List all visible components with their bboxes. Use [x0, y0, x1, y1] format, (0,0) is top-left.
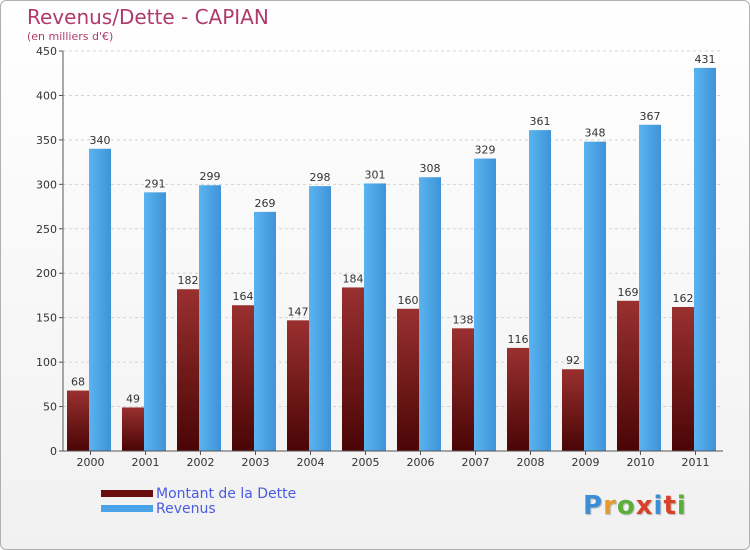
bar-revenus-value-label: 367 [640, 110, 661, 123]
bar-revenus-value-label: 291 [145, 177, 166, 190]
x-tick-label: 2001 [132, 456, 160, 469]
bar-debt [397, 308, 419, 451]
bar-debt-value-label: 164 [233, 290, 254, 303]
x-tick-label: 2008 [517, 456, 545, 469]
bar-revenus [309, 186, 331, 451]
chart-title: Revenus/Dette - CAPIAN [27, 5, 269, 29]
legend-swatch-revenus [101, 505, 153, 512]
x-tick-label: 2000 [77, 456, 105, 469]
bar-revenus [419, 177, 441, 451]
bar-debt [672, 307, 694, 451]
legend-swatch-debt [101, 490, 153, 497]
logo-letter: t [663, 491, 677, 521]
logo-letter: i [676, 491, 687, 521]
bar-debt [507, 347, 529, 451]
legend-label-debt: Montant de la Dette [156, 486, 297, 502]
bar-debt-value-label: 116 [508, 333, 529, 346]
axis-layer: 0 50 100 150 200 250 300 350 400 450 2000 2001 2002 2… [36, 45, 723, 469]
bar-revenus [639, 124, 661, 452]
bar-debt-value-label: 182 [178, 274, 199, 287]
bar-debt [342, 287, 364, 451]
y-tick-label: 450 [36, 45, 57, 58]
x-tick-label: 2006 [407, 456, 435, 469]
logo-letter: x [635, 491, 654, 521]
bar-revenus-value-label: 301 [365, 168, 386, 181]
bar-revenus [254, 211, 276, 451]
bars-layer [67, 67, 716, 452]
bar-revenus [144, 192, 166, 452]
x-tick-label: 2007 [462, 456, 490, 469]
bar-debt-value-label: 92 [566, 354, 580, 367]
bar-debt [287, 320, 309, 451]
x-tick-label: 2011 [682, 456, 710, 469]
proxiti-logo: Proxiti [583, 491, 687, 521]
y-tick-label: 400 [36, 89, 57, 102]
bar-revenus-value-label: 329 [475, 144, 496, 157]
bar-debt-value-label: 169 [618, 286, 639, 299]
bar-debt-value-label: 162 [673, 292, 694, 305]
bar-debt [452, 328, 474, 451]
x-tick-label: 2002 [187, 456, 215, 469]
y-tick-label: 0 [50, 445, 57, 458]
bar-revenus-value-label: 348 [585, 127, 606, 140]
bar-revenus [694, 67, 716, 451]
x-tick-label: 2009 [572, 456, 600, 469]
x-tick-label: 2005 [352, 456, 380, 469]
bar-revenus-value-label: 361 [530, 115, 551, 128]
grid-layer [63, 50, 723, 408]
bar-revenus-value-label: 308 [420, 162, 441, 175]
logo-letter: r [603, 491, 617, 521]
bar-revenus [474, 158, 496, 452]
y-tick-label: 300 [36, 178, 57, 191]
bar-debt [562, 369, 584, 451]
logo-letter: o [616, 491, 636, 521]
y-tick-label: 100 [36, 356, 57, 369]
logo-letter: i [653, 491, 664, 521]
bar-revenus [89, 148, 111, 451]
bar-debt-value-label: 184 [343, 272, 364, 285]
bar-revenus [584, 141, 606, 451]
chart-subtitle: (en milliers d'€) [27, 30, 114, 43]
y-tick-label: 350 [36, 134, 57, 147]
bar-revenus-value-label: 431 [695, 53, 716, 66]
y-tick-label: 250 [36, 223, 57, 236]
bar-revenus [529, 130, 551, 451]
bar-revenus-value-label: 298 [310, 171, 331, 184]
bar-debt [122, 407, 144, 451]
bar-debt-value-label: 68 [71, 376, 85, 389]
y-tick-label: 150 [36, 312, 57, 325]
logo-letter: P [583, 491, 604, 521]
bar-revenus-value-label: 299 [200, 170, 221, 183]
bar-debt [177, 289, 199, 451]
bar-debt [617, 300, 639, 451]
labels-layer: 68 340 49 291 182 299 164 269 147 298 184 301 160 308… [71, 53, 716, 406]
bar-debt-value-label: 138 [453, 313, 474, 326]
bar-debt [232, 305, 254, 451]
bar-revenus-value-label: 269 [255, 197, 276, 210]
x-tick-label: 2004 [297, 456, 325, 469]
bar-debt-value-label: 147 [288, 305, 309, 318]
bar-revenus [199, 185, 221, 451]
y-tick-label: 50 [43, 401, 57, 414]
bar-debt-value-label: 160 [398, 294, 419, 307]
x-tick-label: 2003 [242, 456, 270, 469]
y-tick-label: 200 [36, 267, 57, 280]
bar-revenus-value-label: 340 [90, 134, 111, 147]
bar-debt [67, 390, 89, 451]
bar-debt-value-label: 49 [126, 392, 140, 405]
bar-revenus [364, 183, 386, 451]
x-tick-label: 2010 [627, 456, 655, 469]
legend-label-revenus: Revenus [156, 501, 216, 517]
